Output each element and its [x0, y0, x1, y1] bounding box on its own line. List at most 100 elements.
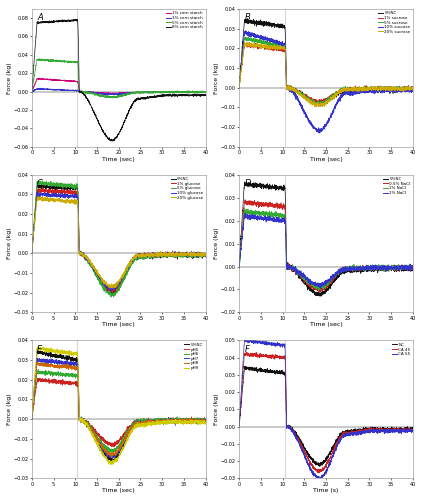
5%NC	[38, 182, 43, 188]
pH9	[166, 418, 171, 424]
pH6	[29, 416, 34, 422]
pH9	[203, 421, 208, 427]
2% NaCl	[405, 264, 410, 270]
pH7	[198, 418, 203, 424]
5%NC	[374, 264, 379, 270]
5% corn starch	[198, 89, 203, 95]
5% corn starch	[38, 56, 43, 62]
0.5% NaCl	[242, 196, 247, 202]
5% sucrose	[317, 103, 322, 109]
3% corn starch	[166, 90, 171, 96]
Line: 1% corn starch: 1% corn starch	[32, 78, 206, 94]
5%NC	[108, 292, 113, 298]
Y-axis label: Force (kg): Force (kg)	[7, 394, 12, 425]
5%NC	[114, 286, 119, 292]
8% corn starch	[109, 137, 114, 143]
CA 45	[236, 424, 242, 430]
2% NaCl	[246, 212, 251, 218]
0.5% NaCl	[236, 266, 242, 272]
1% glucose	[40, 184, 45, 190]
1% NaCl	[244, 206, 249, 212]
CA 55	[405, 428, 410, 434]
5%NC	[321, 99, 327, 105]
5%NC	[29, 416, 34, 422]
20% glucose	[114, 282, 119, 288]
1% sucrose	[374, 86, 379, 92]
CA 55	[246, 340, 251, 346]
NC	[321, 460, 327, 466]
5% glucose	[203, 252, 208, 258]
Text: F: F	[244, 344, 249, 354]
5% sucrose	[236, 84, 242, 89]
5%NC	[405, 84, 410, 90]
5% sucrose	[246, 35, 251, 41]
Legend: NC, CA 45, CA 55: NC, CA 45, CA 55	[391, 342, 412, 357]
0.5% NaCl	[406, 265, 411, 271]
Y-axis label: Force (kg): Force (kg)	[214, 228, 219, 260]
pH9	[38, 346, 43, 352]
20% glucose	[198, 252, 203, 258]
pH6	[114, 445, 119, 451]
2% NaCl	[374, 264, 379, 270]
pH6	[166, 416, 171, 422]
10% sucrose	[243, 28, 248, 34]
pH7	[114, 448, 119, 454]
1% sucrose	[320, 101, 325, 107]
2% NaCl	[406, 264, 411, 270]
20% sucrose	[236, 84, 242, 90]
0.5% NaCl	[374, 268, 379, 274]
5%NC	[198, 418, 203, 424]
20% glucose	[109, 282, 114, 288]
Line: 1% glucose: 1% glucose	[32, 187, 206, 294]
5%NC	[374, 88, 379, 94]
5%NC	[203, 254, 208, 260]
CA 45	[406, 428, 411, 434]
1% corn starch	[198, 89, 203, 95]
5% glucose	[36, 178, 41, 184]
20% sucrose	[406, 84, 411, 90]
10% glucose	[35, 189, 40, 195]
CA 45	[410, 428, 415, 434]
8% corn starch	[166, 94, 171, 100]
Text: B: B	[244, 13, 250, 22]
Line: 10% sucrose: 10% sucrose	[239, 30, 413, 133]
10% glucose	[109, 288, 114, 294]
5% corn starch	[114, 94, 119, 100]
NC	[316, 461, 321, 467]
1% corn starch	[203, 90, 208, 96]
10% sucrose	[236, 85, 242, 91]
1% corn starch	[110, 91, 115, 97]
5% glucose	[38, 180, 43, 186]
10% sucrose	[406, 86, 411, 92]
5%NC	[111, 460, 116, 466]
CA 55	[406, 428, 411, 434]
10% glucose	[38, 191, 43, 197]
5%NC	[321, 290, 327, 296]
NC	[406, 426, 411, 432]
5%NC	[236, 262, 242, 268]
Legend: 5%NC, pH5, pH6, pH7, pH8, pH9: 5%NC, pH5, pH6, pH7, pH8, pH9	[183, 342, 204, 372]
pH5	[203, 417, 208, 423]
pH6	[198, 419, 203, 425]
CA 45	[321, 467, 327, 473]
20% glucose	[38, 195, 43, 201]
Line: CA 45: CA 45	[239, 352, 413, 473]
5%NC	[316, 292, 321, 298]
1% sucrose	[405, 85, 410, 91]
20% glucose	[29, 250, 34, 256]
pH7	[29, 416, 34, 422]
5%NC	[41, 181, 46, 187]
1% sucrose	[316, 97, 321, 103]
5% corn starch	[36, 56, 41, 62]
CA 55	[316, 476, 321, 482]
5% sucrose	[410, 86, 415, 91]
5% glucose	[198, 252, 203, 258]
Line: 20% sucrose: 20% sucrose	[239, 42, 413, 107]
X-axis label: Time (sec): Time (sec)	[102, 322, 135, 328]
Y-axis label: Force (kg): Force (kg)	[214, 62, 219, 94]
pH8	[29, 416, 34, 422]
20% sucrose	[320, 104, 325, 110]
5% sucrose	[316, 102, 321, 107]
pH5	[111, 444, 116, 450]
1% glucose	[198, 252, 203, 258]
